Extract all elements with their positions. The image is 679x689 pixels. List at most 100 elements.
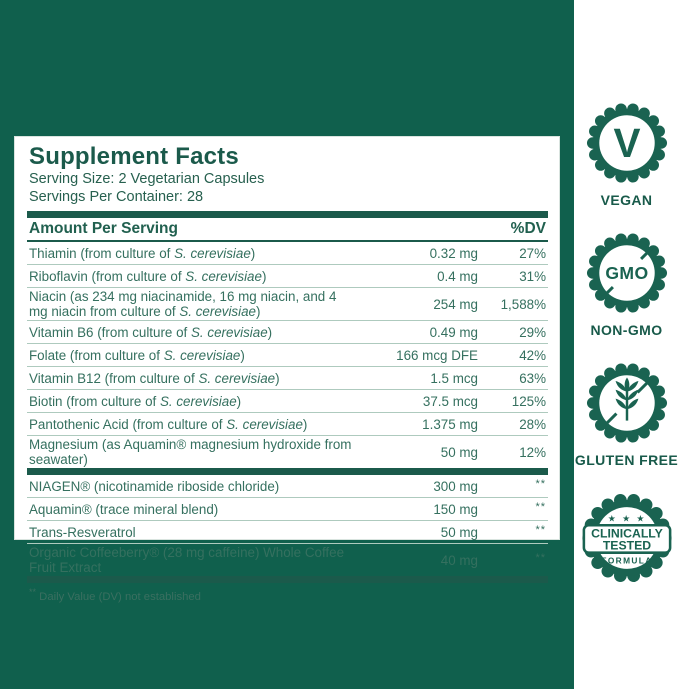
ingredient-amount: 150 mg — [433, 501, 478, 517]
name-text: Organic Coffeeberry® (28 mg caffeine) Wh… — [29, 545, 345, 575]
ingredient-dv: 31% — [519, 268, 546, 284]
ingredient-amount: 1.5 mcg — [430, 370, 478, 386]
ingredient-dv: ** — [535, 500, 546, 513]
table-row-niagen: NIAGEN® (nicotinamide riboside chloride)… — [27, 475, 548, 498]
ingredient-name: NIAGEN® (nicotinamide riboside chloride) — [29, 479, 360, 494]
non-gmo-seal-icon: GMO — [586, 233, 667, 313]
ingredient-dv: 42% — [519, 347, 546, 363]
ingredient-dv: 125% — [511, 393, 546, 409]
clinically-tested-seal-icon: ★ ★ ★ CLINICALLY TESTED FORMULA — [581, 493, 672, 583]
ingredient-amount: 1.375 mg — [422, 416, 478, 432]
ingredient-dv: ** — [535, 551, 546, 564]
ingredient-dv: 63% — [519, 370, 546, 386]
name-text: NIAGEN® (nicotinamide riboside chloride) — [29, 478, 280, 494]
secondary-rows-group: NIAGEN® (nicotinamide riboside chloride)… — [27, 475, 548, 576]
ingredient-name: Organic Coffeeberry® (28 mg caffeine) Wh… — [29, 545, 360, 575]
gmo-circle-text: GMO — [605, 263, 648, 283]
name-text: Trans-Resveratrol — [29, 524, 136, 540]
panel-title: Supplement Facts — [29, 143, 239, 170]
ingredient-amount: 40 mg — [440, 552, 478, 568]
gluten-free-seal-icon — [586, 363, 667, 443]
name-text: Vitamin B12 (from culture of — [29, 370, 199, 386]
ingredient-dv: ** — [535, 477, 546, 490]
ingredient-amount: 37.5 mcg — [422, 393, 478, 409]
ingredient-amount: 0.32 mg — [429, 245, 478, 261]
table-row-coffeeberry: Organic Coffeeberry® (28 mg caffeine) Wh… — [27, 544, 548, 576]
ingredient-name: Niacin (as 234 mg niacinamide, 16 mg nia… — [29, 289, 360, 319]
gluten-slash-upper — [636, 375, 654, 394]
ingredient-dv: 1,588% — [500, 296, 546, 312]
species-italic: S. cerevisiae — [185, 268, 262, 284]
vegan-seal-icon: V — [586, 103, 667, 183]
table-row-vitamin-b12: Vitamin B12 (from culture of S. cerevisi… — [27, 367, 548, 390]
name-text: Vitamin B6 (from culture of — [29, 324, 191, 340]
non-gmo-label: NON-GMO — [590, 322, 663, 338]
tested-text: TESTED — [602, 538, 650, 552]
table-row-niacin: Niacin (as 234 mg niacinamide, 16 mg nia… — [27, 288, 548, 321]
name-text-end: ) — [236, 393, 242, 409]
footnote-text: Daily Value (DV) not established — [36, 590, 201, 603]
clinical-text-box — [582, 523, 671, 554]
name-text-end: ) — [240, 347, 245, 363]
ingredient-dv: 27% — [519, 245, 546, 261]
amount-per-serving-label: Amount Per Serving — [29, 220, 178, 237]
ingredient-amount: 300 mg — [433, 478, 478, 494]
gluten-free-badge: GLUTEN FREE — [575, 359, 678, 468]
name-text: Riboflavin (from culture of — [29, 268, 186, 284]
table-row-thiamin: Thiamin (from culture of S. cerevisiae) … — [27, 242, 548, 265]
vegan-label: VEGAN — [600, 192, 653, 208]
species-italic: S. cerevisiae — [174, 245, 251, 261]
certification-badge-column: V VEGAN GMO NON-GMO — [574, 0, 679, 689]
ingredient-dv: 12% — [519, 444, 546, 460]
name-text: Magnesium (as Aquamin® magnesium hydroxi… — [29, 437, 352, 467]
ingredient-name: Riboflavin (from culture of S. cerevisia… — [29, 269, 360, 284]
gmo-slash-lower — [599, 286, 614, 300]
species-italic: S. cerevisiae — [198, 370, 276, 386]
table-row-pantothenic-acid: Pantothenic Acid (from culture of S. cer… — [27, 413, 548, 436]
ingredient-amount: 50 mg — [440, 444, 478, 460]
ingredient-dv: ** — [535, 523, 546, 536]
servings-per-container-text: Servings Per Container: 28 — [29, 189, 204, 205]
species-italic: S. cerevisiae — [159, 393, 237, 409]
thick-divider-bar — [27, 576, 548, 583]
name-text-end: ) — [302, 416, 308, 432]
stars-icon: ★ ★ ★ — [607, 513, 645, 523]
ingredient-amount: 0.4 mg — [437, 268, 478, 284]
table-row-vitamin-b6: Vitamin B6 (from culture of S. cerevisia… — [27, 321, 548, 344]
table-row-aquamin: Aquamin® (trace mineral blend) 150 mg ** — [27, 498, 548, 521]
ingredient-amount: 166 mcg DFE — [396, 347, 478, 363]
ingredient-amount: 0.49 mg — [429, 324, 478, 340]
table-row-trans-resveratrol: Trans-Resveratrol 50 mg ** — [27, 521, 548, 544]
ingredient-name: Vitamin B6 (from culture of S. cerevisia… — [29, 325, 360, 340]
thick-divider-bar — [27, 211, 548, 218]
ingredient-name: Trans-Resveratrol — [29, 525, 360, 540]
ingredient-name: Pantothenic Acid (from culture of S. cer… — [29, 417, 360, 432]
name-text-end: ) — [256, 304, 261, 319]
species-italic: S. cerevisiae — [163, 347, 241, 363]
daily-value-footnote: ** Daily Value (DV) not established — [27, 583, 548, 603]
ingredient-name: Aquamin® (trace mineral blend) — [29, 502, 360, 517]
vegan-v-letter: V — [613, 120, 640, 166]
table-row-magnesium: Magnesium (as Aquamin® magnesium hydroxi… — [27, 436, 548, 468]
footnote-marker: ** — [29, 587, 37, 597]
ingredient-amount: 50 mg — [440, 524, 478, 540]
species-italic: S. cerevisiae — [191, 324, 268, 340]
name-text: Folate (from culture of — [29, 347, 164, 363]
table-row-folate: Folate (from culture of S. cerevisiae) 1… — [27, 344, 548, 367]
dv-header-label: %DV — [510, 220, 546, 237]
clinically-text: CLINICALLY — [591, 527, 663, 541]
formula-text: FORMULA — [601, 555, 652, 565]
ingredient-name: Thiamin (from culture of S. cerevisiae) — [29, 246, 360, 261]
name-text-end: ) — [250, 245, 256, 261]
vegan-badge: V VEGAN — [583, 99, 671, 208]
gluten-slash-lower — [599, 412, 617, 431]
supplement-facts-panel: Supplement Facts Serving Size: 2 Vegetar… — [14, 136, 560, 603]
ingredient-name: Magnesium (as Aquamin® magnesium hydroxi… — [29, 437, 360, 467]
table-header-row: Amount Per Serving %DV — [27, 218, 548, 242]
table-row-riboflavin: Riboflavin (from culture of S. cerevisia… — [27, 265, 548, 288]
ingredient-amount: 254 mg — [433, 296, 478, 312]
ingredient-name: Folate (from culture of S. cerevisiae) — [29, 348, 360, 363]
name-text-end: ) — [275, 370, 280, 386]
ingredient-name: Biotin (from culture of S. cerevisiae) — [29, 394, 360, 409]
name-text: Thiamin (from culture of — [29, 245, 175, 261]
